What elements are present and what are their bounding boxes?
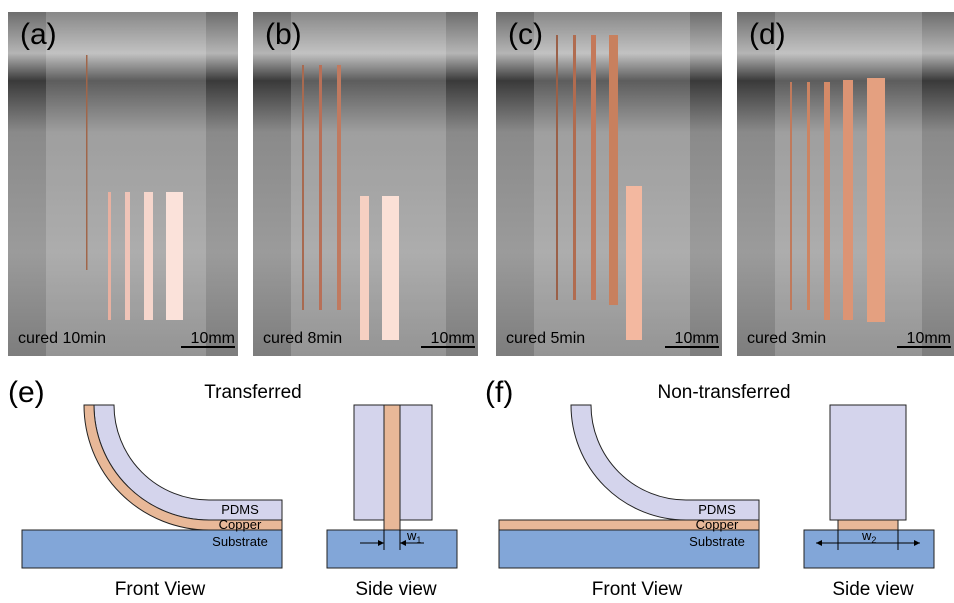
view-label: Front View [115, 579, 206, 598]
copper-strip [166, 192, 183, 320]
copper-strip [573, 35, 576, 300]
copper-strip [302, 65, 304, 310]
scale-bar-label: 10mm [431, 330, 475, 347]
copper-strip [384, 405, 400, 530]
figure: (a) cured 10min 10mm (b) cured 8min 10mm (c) cu… [0, 0, 954, 598]
photo-panel: (b) cured 8min 10mm [253, 12, 478, 356]
scale-bar-label: 10mm [907, 330, 951, 347]
copper-strip [790, 82, 792, 310]
copper-strip [843, 80, 853, 320]
photo-caption: cured 3min [747, 330, 826, 347]
copper-strip [591, 35, 596, 300]
view-label: Front View [592, 579, 683, 598]
copper-strip [108, 192, 111, 320]
substrate [327, 530, 457, 568]
copper-strip [382, 196, 399, 340]
panel-label: (e) [8, 376, 45, 409]
photo-caption: cured 5min [506, 330, 585, 347]
copper-strip [125, 192, 130, 320]
layer-label: Copper [219, 517, 262, 532]
panel-label: (b) [265, 18, 302, 51]
copper-strip [807, 82, 810, 310]
width-index: 2 [871, 535, 876, 545]
copper-strip [824, 82, 830, 320]
width-symbol: w [861, 528, 872, 543]
copper-strip [319, 65, 322, 310]
width-index: 1 [416, 535, 421, 545]
photo-caption: cured 10min [18, 330, 106, 347]
copper-strip [337, 65, 341, 310]
copper-strip [609, 35, 618, 305]
layer-label: Substrate [689, 534, 745, 549]
scale-bar-label: 10mm [675, 330, 719, 347]
view-label: Side view [832, 579, 914, 598]
layer-label: Copper [696, 517, 739, 532]
pdms-block [830, 405, 906, 520]
copper-strip [360, 196, 369, 340]
layer-label: PDMS [698, 502, 736, 517]
schematic-title: Non-transferred [657, 382, 790, 403]
photo-caption: cured 8min [263, 330, 342, 347]
schematic-title: Transferred [204, 382, 302, 403]
panel-label: (f) [485, 376, 513, 409]
view-label: Side view [355, 579, 437, 598]
panel-label: (c) [508, 18, 543, 51]
photo-panel: (a) cured 10min 10mm [8, 12, 238, 356]
photo-panel: (c) cured 5min 10mm [496, 12, 722, 356]
width-symbol: w [406, 528, 417, 543]
copper-strip [86, 55, 88, 270]
copper-strip [626, 186, 642, 340]
layer-label: Substrate [212, 534, 268, 549]
panel-label: (d) [749, 18, 786, 51]
copper-strip [144, 192, 153, 320]
scale-bar-label: 10mm [191, 330, 235, 347]
copper-strip [556, 35, 558, 300]
photo-panel: (d) cured 3min 10mm [737, 12, 954, 356]
copper-strip [867, 78, 885, 322]
layer-label: PDMS [221, 502, 259, 517]
panel-label: (a) [20, 18, 57, 51]
